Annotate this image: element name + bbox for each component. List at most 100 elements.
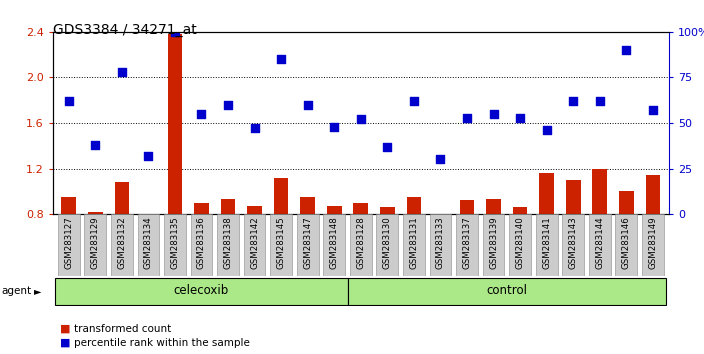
Text: GSM283135: GSM283135 [170,216,180,269]
Text: GSM283127: GSM283127 [64,216,73,269]
Bar [327,206,341,214]
Bar [244,214,265,276]
Point [621,47,632,53]
Text: GSM283149: GSM283149 [648,216,658,269]
Point [435,156,446,162]
Text: GSM283133: GSM283133 [436,216,445,269]
Text: celecoxib: celecoxib [174,284,229,297]
Text: ■: ■ [60,324,70,333]
Point [408,98,420,104]
Bar [646,176,660,214]
Bar [513,207,527,214]
Bar [403,214,425,276]
Point [647,107,658,113]
Bar [566,180,581,214]
Bar [217,214,239,276]
Text: GSM283131: GSM283131 [410,216,418,269]
Point [461,115,472,120]
Bar [191,214,213,276]
Text: GSM283140: GSM283140 [515,216,524,269]
Text: GSM283139: GSM283139 [489,216,498,269]
Text: GSM283145: GSM283145 [277,216,286,269]
Bar [270,214,292,276]
Bar [380,207,395,214]
Bar [642,214,664,276]
Point [329,124,340,130]
Bar [350,214,372,276]
Point [63,98,75,104]
Point [222,102,234,108]
Text: GSM283136: GSM283136 [197,216,206,269]
Bar [377,214,398,276]
Text: ■: ■ [60,338,70,348]
Text: GSM283138: GSM283138 [224,216,232,269]
Point [89,142,101,148]
Text: ►: ► [34,286,42,296]
Text: control: control [486,284,527,297]
Bar [433,214,448,215]
Text: GSM283146: GSM283146 [622,216,631,269]
Bar [88,212,103,214]
Bar [164,214,186,276]
Text: GSM283129: GSM283129 [91,216,100,269]
Text: agent: agent [1,286,32,296]
Point [116,69,127,75]
Text: transformed count: transformed count [74,324,171,333]
Bar [194,203,209,214]
Bar [619,192,634,214]
Bar [460,200,474,214]
Bar [483,214,505,276]
Text: GSM283143: GSM283143 [569,216,578,269]
Bar [615,214,637,276]
Bar [562,214,584,276]
Point [302,102,313,108]
Bar [115,182,129,214]
Bar [486,199,501,214]
Text: GSM283147: GSM283147 [303,216,312,269]
Bar [61,197,76,214]
Bar [221,199,235,214]
Point [382,144,393,149]
Text: GSM283130: GSM283130 [383,216,392,269]
Point [567,98,579,104]
Bar [297,214,319,276]
Point [594,98,605,104]
Bar [429,214,451,276]
Text: GSM283141: GSM283141 [542,216,551,269]
Point [143,153,154,159]
Point [196,111,207,117]
Text: GSM283137: GSM283137 [463,216,472,269]
Point [169,29,180,35]
Bar [301,197,315,214]
Bar [58,214,80,276]
Bar [274,178,289,214]
Bar [509,214,531,276]
Text: GSM283132: GSM283132 [118,216,126,269]
Text: GSM283144: GSM283144 [596,216,604,269]
Bar [323,214,345,276]
Text: percentile rank within the sample: percentile rank within the sample [74,338,250,348]
Text: GSM283134: GSM283134 [144,216,153,269]
Bar [456,214,478,276]
Point [355,116,366,122]
Bar [589,214,610,276]
Text: GSM283142: GSM283142 [250,216,259,269]
Bar [137,214,159,276]
Bar [247,206,262,214]
Text: GSM283148: GSM283148 [329,216,339,269]
Bar [353,203,368,214]
Bar [536,214,558,276]
Bar [407,197,421,214]
Point [488,111,499,117]
Point [541,127,553,133]
Point [249,126,260,131]
Text: GSM283128: GSM283128 [356,216,365,269]
Bar [348,278,666,305]
Bar [168,34,182,214]
Point [275,56,287,62]
Bar [539,173,554,214]
Point [515,115,526,120]
Bar [111,214,133,276]
Bar [56,278,348,305]
Bar [84,214,106,276]
